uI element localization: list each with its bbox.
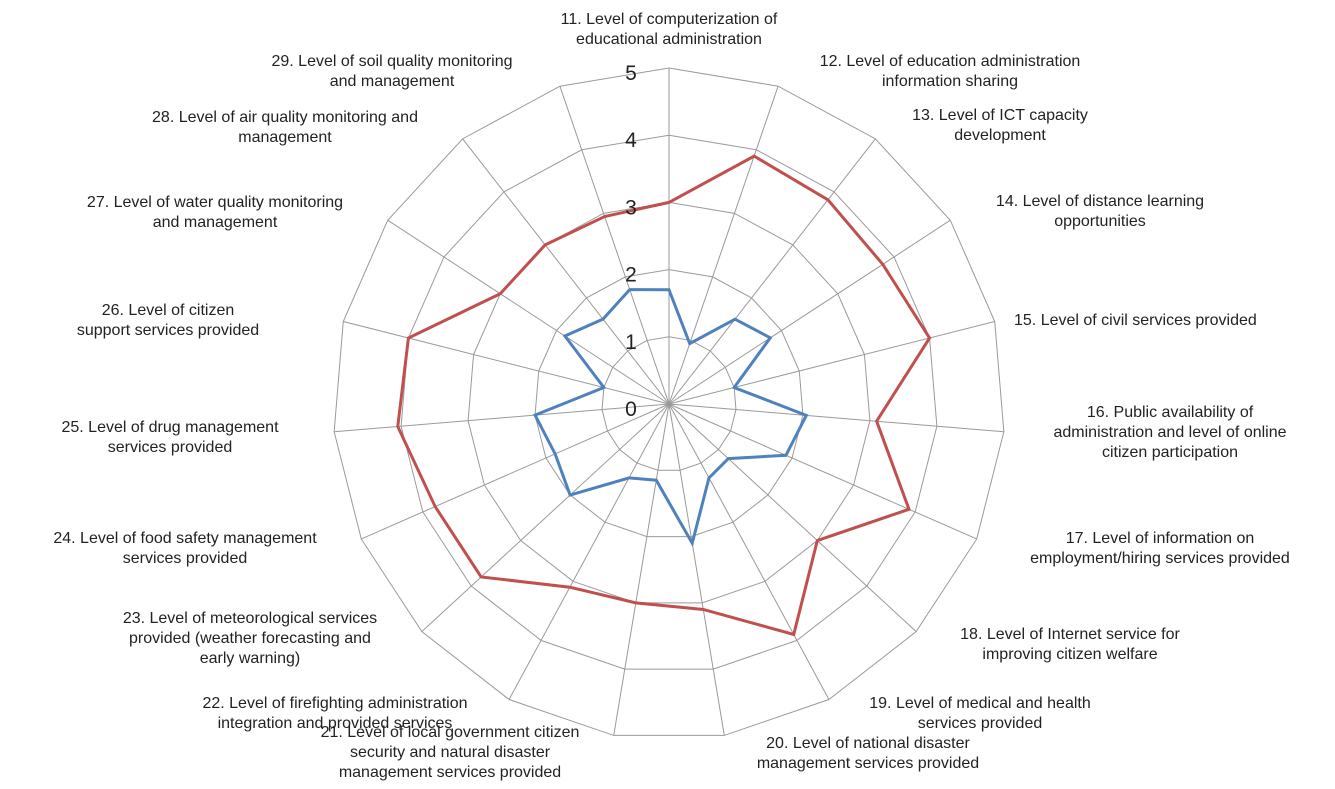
radial-tick-label: 5	[625, 62, 637, 85]
category-label: 21. Level of local government citizen sec…	[321, 724, 580, 781]
category-label: 16. Public availability of administration…	[1053, 404, 1286, 461]
radar-spoke	[387, 219, 670, 405]
category-label: 12. Level of education administration inf…	[820, 53, 1081, 90]
category-label: 13. Level of ICT capacity development	[912, 107, 1088, 144]
radar-spoke	[668, 403, 1004, 433]
radial-tick-label: 2	[625, 264, 637, 287]
category-label: 24. Level of food safety management servi…	[53, 530, 317, 567]
category-label: 25. Level of drug management services pro…	[61, 419, 279, 456]
category-labels: 11. Level of computerization of education…	[53, 11, 1289, 781]
radar-spoke	[668, 403, 830, 700]
category-label: 18. Level of Internet service for improvi…	[960, 626, 1180, 663]
category-label: 15. Level of civil services provided	[1014, 312, 1257, 329]
radar-spoke	[343, 321, 670, 405]
radar-spoke	[613, 403, 670, 736]
category-label: 22. Level of firefighting administration…	[202, 695, 467, 732]
grid-ring	[601, 336, 737, 471]
radial-tick-label: 3	[625, 196, 637, 219]
radar-spoke	[668, 321, 995, 405]
series-line-2	[532, 288, 809, 548]
radar-spoke	[559, 86, 670, 405]
category-label: 20. Level of national disaster management…	[757, 735, 979, 772]
category-label: 26. Level of citizen support services pro…	[77, 302, 259, 339]
radar-spoke	[668, 403, 917, 632]
radar-spoke	[361, 403, 670, 540]
grid-ring	[400, 134, 938, 670]
radar-spoke	[508, 403, 670, 700]
category-label: 23. Level of meteorological services prov…	[123, 610, 377, 667]
category-label: 29. Level of soil quality monitoring and …	[271, 53, 512, 90]
grid-ring	[534, 269, 804, 538]
radar-grid	[333, 67, 1005, 736]
radar-spoke	[668, 86, 779, 405]
category-label: 14. Level of distance learning opportunit…	[996, 193, 1204, 230]
radar-spoke	[668, 219, 951, 405]
grid-ring	[467, 201, 871, 604]
radial-tick-label: 4	[625, 129, 637, 152]
category-label: 27. Level of water quality monitoring and…	[87, 194, 343, 231]
radial-tick-label: 0	[625, 398, 637, 421]
grid-ring	[333, 67, 1005, 736]
radial-tick-label: 1	[625, 331, 637, 354]
category-label: 19. Level of medical and health services …	[869, 695, 1090, 732]
radial-tick-labels: 0 1 2 3 4 5	[625, 62, 637, 421]
radar-series	[396, 154, 932, 637]
series-line-1	[396, 154, 932, 637]
category-label: 28. Level of air quality monitoring and m…	[152, 109, 418, 146]
radar-spoke	[421, 403, 670, 632]
category-label: 17. Level of information on employment/hi…	[1030, 530, 1290, 567]
radar-spoke	[462, 138, 670, 405]
radar-spoke	[668, 403, 725, 736]
category-label: 11. Level of computerization of education…	[561, 11, 778, 48]
radar-spoke	[668, 138, 876, 405]
radar-spoke	[668, 403, 977, 540]
radar-spoke	[334, 403, 670, 433]
